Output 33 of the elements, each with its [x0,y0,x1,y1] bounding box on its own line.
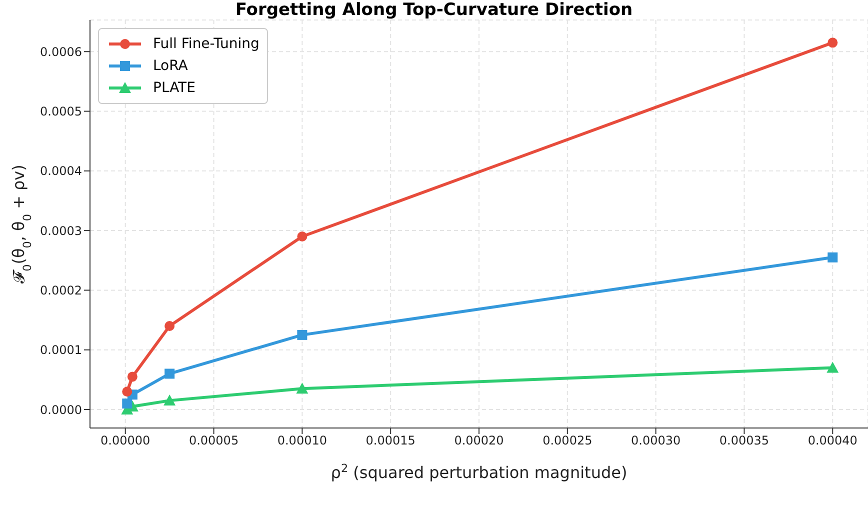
x-tick-label: 0.00035 [719,434,770,448]
y-tick-label: 0.0006 [40,44,82,59]
x-tick-label: 0.00025 [542,434,592,448]
point [122,386,132,397]
point [127,372,138,382]
point [164,321,175,331]
y-tick-label: 0.0000 [40,402,82,417]
point [297,232,308,242]
y-tick-label: 0.0004 [40,164,82,178]
y-tick-label: 0.0005 [40,104,82,119]
point [826,362,839,373]
legend-label: Full Fine-Tuning [153,36,260,52]
x-axis-title: ρ$^{2}$ (squared perturbation magnitude) [330,462,628,482]
x-tick-label: 0.00005 [188,434,239,448]
point [122,398,132,409]
point [164,368,175,379]
y-tick-label: 0.0003 [40,224,82,238]
legend-label: LoRA [153,58,188,74]
point [828,252,838,262]
x-tick-label: 0.00010 [277,434,327,448]
point [297,330,308,340]
chart-title: Forgetting Along Top-Curvature Direction [234,0,634,20]
x-tick-label: 0.00015 [366,434,416,448]
x-tick-label: 0.00030 [631,434,681,448]
x-tick-label: 0.00000 [100,434,150,448]
y-tick-label: 0.0002 [40,283,82,298]
legend-label: PLATE [153,80,196,96]
point [828,38,838,48]
x-tick-label: 0.00020 [454,434,504,448]
x-tick-label: 0.00040 [808,434,858,448]
point [164,394,176,406]
y-tick-label: 0.0001 [40,343,82,358]
point [296,382,308,394]
